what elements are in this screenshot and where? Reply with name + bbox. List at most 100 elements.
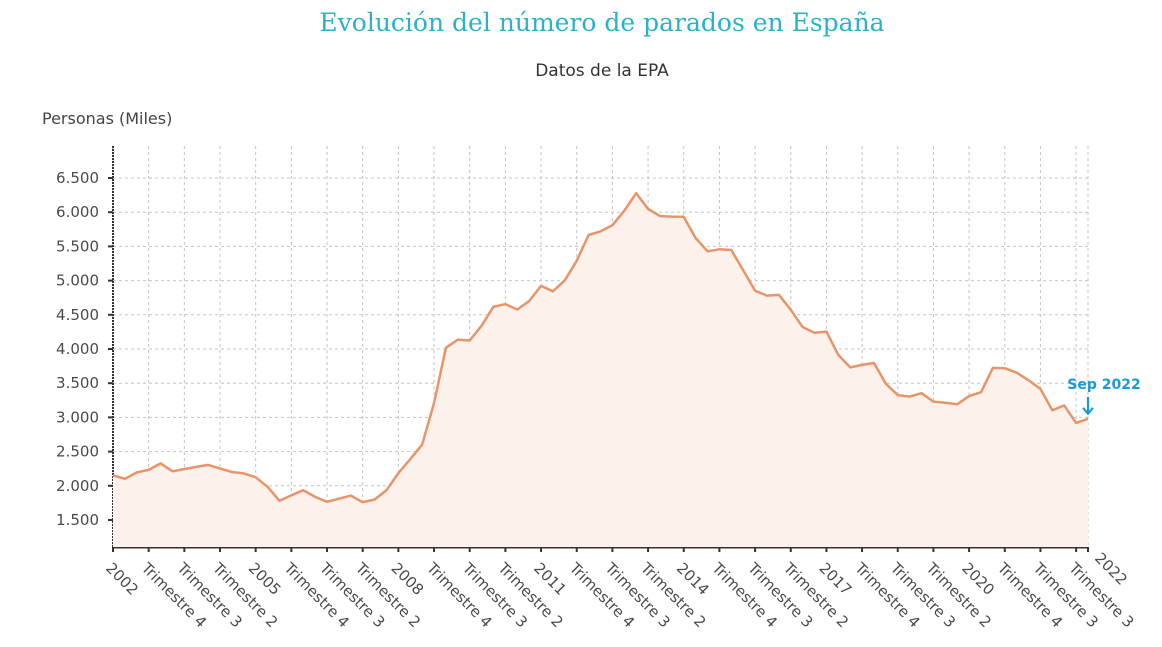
data-point[interactable] [502, 301, 508, 307]
data-point[interactable] [300, 487, 306, 493]
data-point[interactable] [467, 338, 473, 344]
data-point[interactable] [348, 493, 354, 499]
data-point[interactable] [1085, 416, 1091, 422]
data-point[interactable] [740, 267, 746, 273]
data-point[interactable] [728, 247, 734, 253]
data-point[interactable] [122, 476, 128, 482]
y-axis: 1.500 2.000 2.500 3.000 3.500 4.000 4.500 5.000… [56, 146, 114, 547]
series-area [113, 193, 1088, 547]
data-point[interactable] [919, 390, 925, 396]
y-tick-label: 2.000 [56, 477, 99, 495]
data-point[interactable] [431, 400, 437, 406]
y-tick-label: 3.500 [56, 374, 99, 392]
data-point[interactable] [895, 392, 901, 398]
data-point[interactable] [942, 400, 948, 406]
y-tick-label: 4.500 [56, 306, 99, 324]
data-point[interactable] [1002, 365, 1008, 371]
data-point[interactable] [1037, 386, 1043, 392]
data-point[interactable] [490, 304, 496, 310]
data-point[interactable] [598, 228, 604, 234]
data-point[interactable] [586, 232, 592, 238]
data-point[interactable] [859, 362, 865, 368]
series-group [110, 190, 1091, 547]
data-point[interactable] [419, 442, 425, 448]
data-point[interactable] [645, 206, 651, 212]
data-point[interactable] [812, 330, 818, 336]
data-point[interactable] [871, 360, 877, 366]
data-point[interactable] [930, 399, 936, 405]
data-point[interactable] [716, 246, 722, 252]
data-point[interactable] [312, 494, 318, 500]
data-point[interactable] [443, 345, 449, 351]
data-point[interactable] [954, 401, 960, 407]
y-axis-label: Personas (Miles) [42, 109, 173, 128]
data-point[interactable] [336, 496, 342, 502]
arrow-down-icon [1082, 396, 1094, 416]
data-point[interactable] [681, 214, 687, 220]
data-point[interactable] [609, 222, 615, 228]
y-tick-label: 3.000 [56, 408, 99, 426]
data-point[interactable] [550, 288, 556, 294]
data-point[interactable] [764, 293, 770, 299]
data-point[interactable] [276, 498, 282, 504]
data-point[interactable] [514, 307, 520, 313]
data-point[interactable] [538, 283, 544, 289]
data-point[interactable] [1014, 370, 1020, 376]
data-point[interactable] [1026, 377, 1032, 383]
data-point[interactable] [800, 324, 806, 330]
data-point[interactable] [110, 472, 116, 478]
data-point[interactable] [134, 469, 140, 475]
data-point[interactable] [657, 213, 663, 219]
data-point[interactable] [883, 381, 889, 387]
data-point[interactable] [835, 352, 841, 358]
chart-subtitle: Datos de la EPA [535, 61, 669, 81]
data-point[interactable] [966, 393, 972, 399]
data-point[interactable] [705, 248, 711, 254]
data-point[interactable] [241, 470, 247, 476]
data-point[interactable] [526, 298, 532, 304]
data-point[interactable] [407, 456, 413, 462]
data-point[interactable] [265, 484, 271, 490]
data-point[interactable] [217, 465, 223, 471]
data-point[interactable] [229, 469, 235, 475]
data-point[interactable] [395, 470, 401, 476]
y-tick-label: 5.500 [56, 237, 99, 255]
data-point[interactable] [776, 292, 782, 298]
data-point[interactable] [1049, 407, 1055, 413]
data-point[interactable] [205, 462, 211, 468]
data-point[interactable] [158, 460, 164, 466]
data-point[interactable] [978, 389, 984, 395]
data-point[interactable] [788, 307, 794, 313]
data-point[interactable] [455, 337, 461, 343]
data-point[interactable] [693, 235, 699, 241]
data-point[interactable] [669, 214, 675, 220]
y-tick-label: 2.500 [56, 443, 99, 461]
data-point[interactable] [360, 499, 366, 505]
data-point[interactable] [169, 468, 175, 474]
data-point[interactable] [823, 329, 829, 335]
data-point[interactable] [146, 467, 152, 473]
data-point[interactable] [479, 323, 485, 329]
data-point[interactable] [907, 394, 913, 400]
data-point[interactable] [288, 492, 294, 498]
data-point[interactable] [562, 277, 568, 283]
data-point[interactable] [324, 499, 330, 505]
data-point[interactable] [372, 496, 378, 502]
data-point[interactable] [383, 487, 389, 493]
data-point[interactable] [621, 208, 627, 214]
data-point[interactable] [847, 364, 853, 370]
data-point[interactable] [1061, 402, 1067, 408]
data-point[interactable] [253, 474, 259, 480]
y-tick-label: 6.500 [56, 169, 99, 187]
data-point[interactable] [574, 258, 580, 264]
data-point[interactable] [181, 466, 187, 472]
data-point[interactable] [633, 190, 639, 196]
data-point[interactable] [1073, 420, 1079, 426]
data-point[interactable] [752, 288, 758, 294]
data-point[interactable] [990, 365, 996, 371]
data-point[interactable] [193, 464, 199, 470]
y-tick-label: 6.000 [56, 203, 99, 221]
y-tick-label: 1.500 [56, 511, 99, 529]
